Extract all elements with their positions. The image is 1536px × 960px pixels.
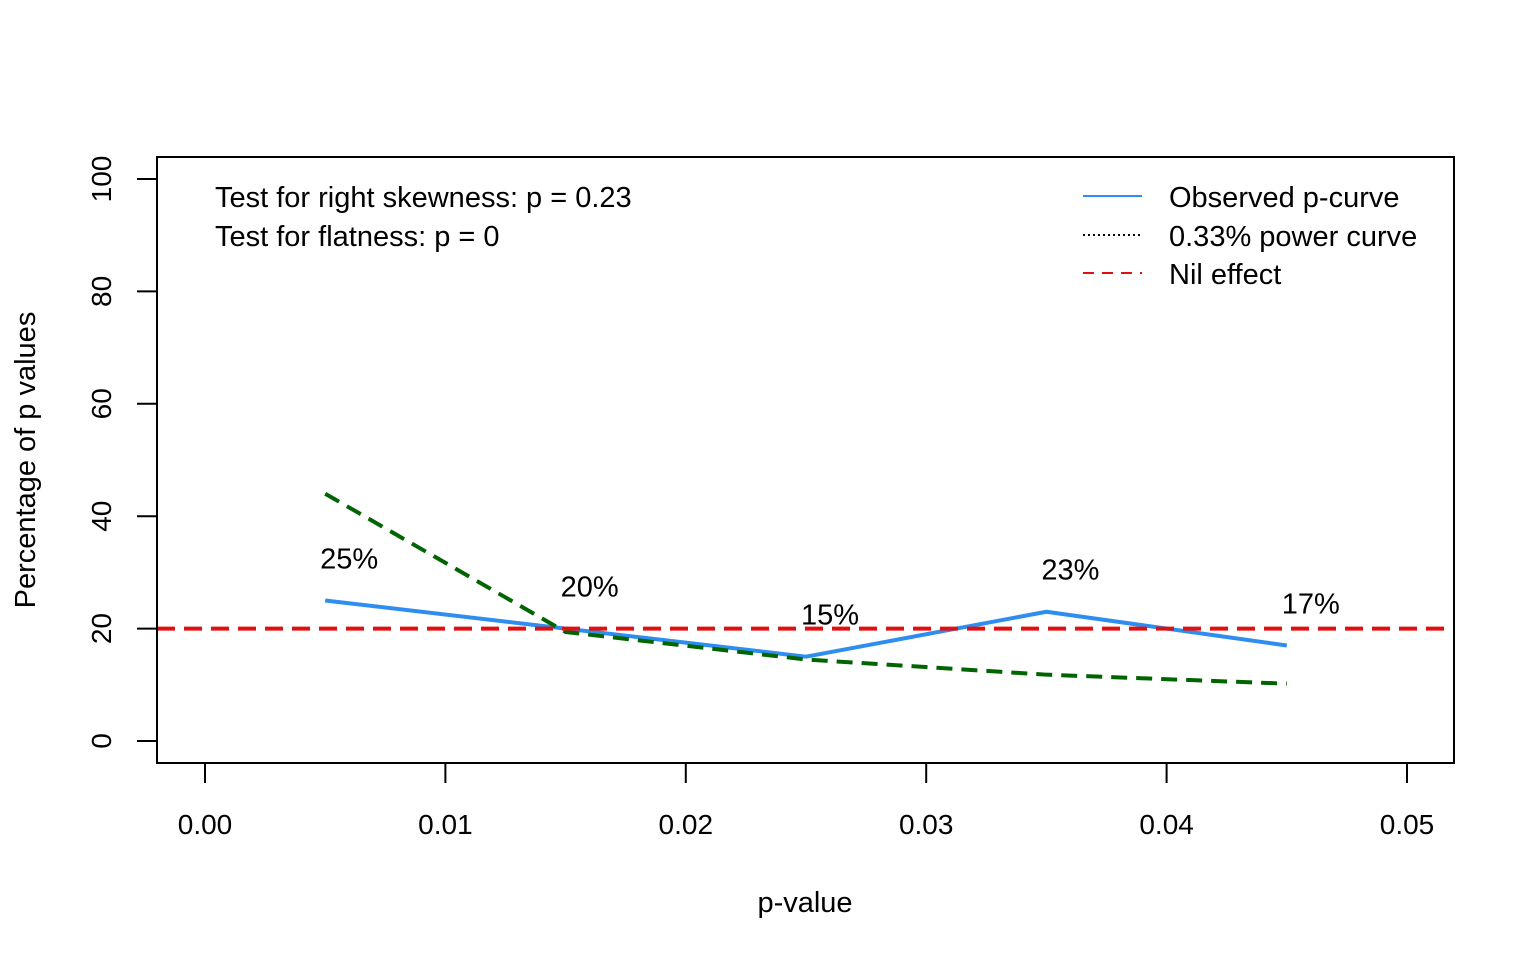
y-tick-label: 0: [86, 733, 117, 749]
series-line-observed-p-curve: [324, 598, 1288, 659]
legend-label-nil: Nil effect: [1169, 259, 1281, 291]
y-tick-label: 20: [86, 613, 117, 644]
y-tick-label: 80: [86, 276, 117, 307]
x-axis-title: p-value: [757, 887, 852, 919]
data-label: 15%: [801, 600, 859, 632]
data-label: 17%: [1282, 588, 1340, 620]
annotation-flatness: Test for flatness: p = 0: [215, 221, 500, 253]
legend-label-observed: Observed p-curve: [1169, 182, 1400, 214]
y-tick-label: 40: [86, 501, 117, 532]
x-tick-label: 0.00: [178, 809, 233, 840]
data-label: 23%: [1041, 555, 1099, 587]
x-tick-label: 0.04: [1139, 809, 1194, 840]
y-tick-label: 100: [86, 156, 117, 203]
x-tick-label: 0.01: [418, 809, 473, 840]
plot-area: 25% 20% 15% 23% 17%: [157, 491, 1454, 686]
y-tick-label: 60: [86, 388, 117, 419]
x-tick-label: 0.05: [1380, 809, 1435, 840]
x-axis: 0.00 0.01 0.02 0.03 0.04 0.05: [178, 763, 1435, 840]
annotation-right-skewness: Test for right skewness: p = 0.23: [215, 182, 632, 214]
y-axis: 0 20 40 60 80 100: [86, 156, 157, 749]
series-line-0-33-power-curve: [324, 491, 1287, 686]
legend-label-power: 0.33% power curve: [1169, 221, 1417, 253]
legend: Observed p-curve 0.33% power curve Nil e…: [1083, 182, 1417, 291]
data-label: 25%: [320, 544, 378, 576]
y-axis-title: Percentage of p values: [10, 312, 42, 609]
data-label: 20%: [561, 572, 619, 604]
plot-border: [156, 156, 1455, 764]
x-tick-label: 0.02: [659, 809, 714, 840]
x-tick-label: 0.03: [899, 809, 954, 840]
